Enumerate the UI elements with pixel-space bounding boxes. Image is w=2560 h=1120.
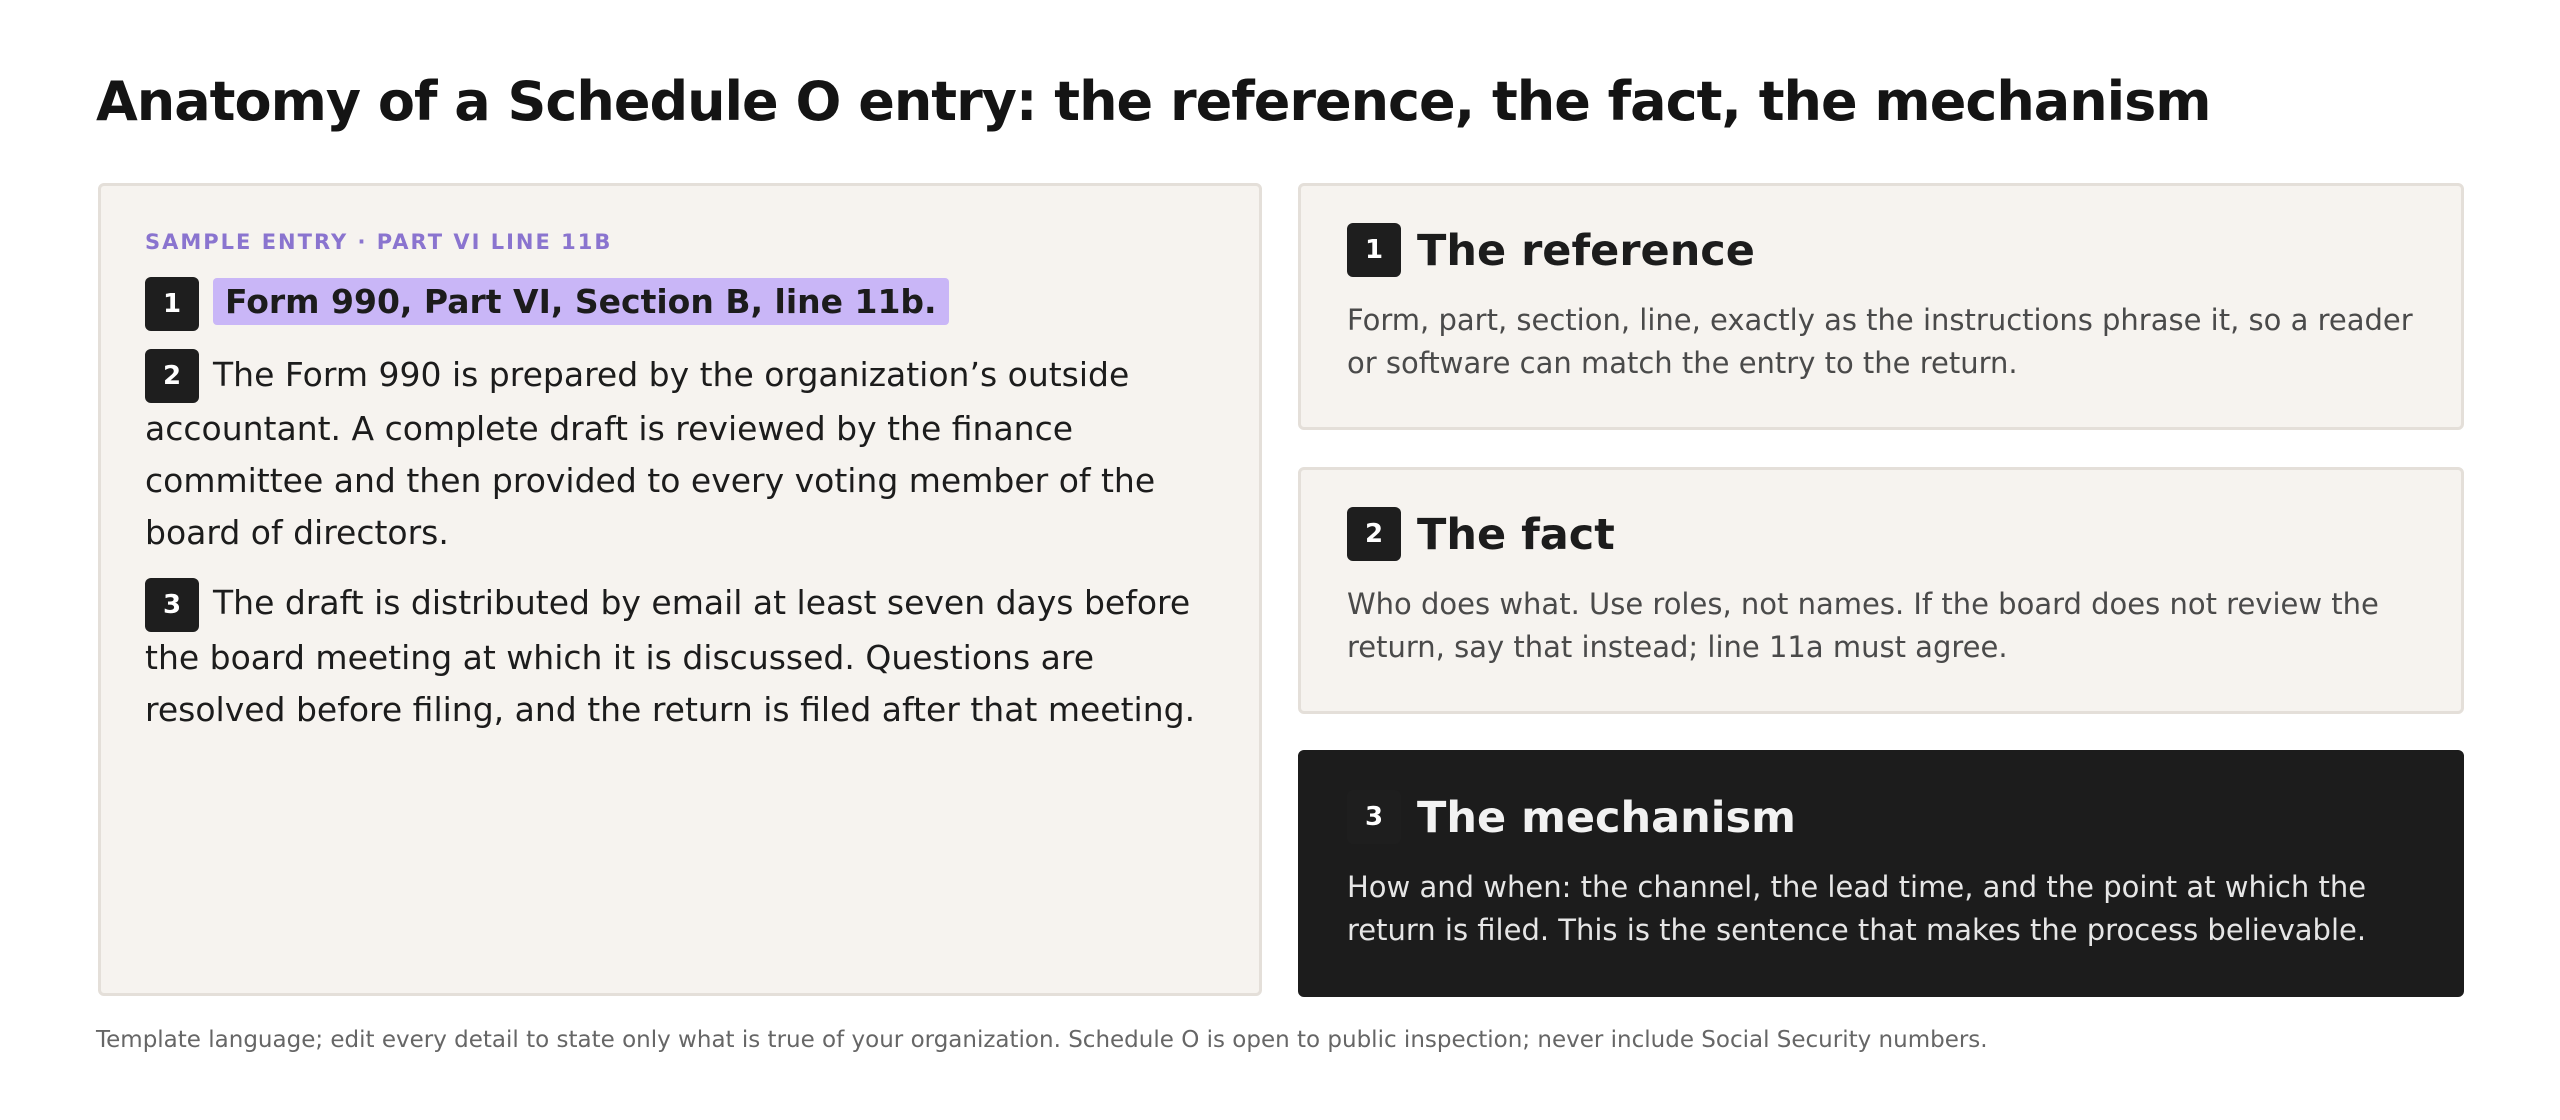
item-text: The draft is distributed by email at lea… (145, 583, 1196, 729)
item-badge: 2 (145, 349, 199, 403)
item-text: Form 990, Part VI, Section B, line 11b. (213, 278, 949, 325)
item-text: The Form 990 is prepared by the organiza… (145, 354, 1156, 553)
page-title: Anatomy of a Schedule O entry: the refer… (96, 70, 2212, 133)
card-body: Form, part, section, line, exactly as th… (1347, 302, 2413, 380)
card-heading: 1 The reference (1347, 222, 2415, 281)
card: 1 The reference Form, part, section, line… (1298, 183, 2464, 430)
card-badge: 1 (1347, 222, 1401, 277)
card-heading: 3 The mechanism (1347, 789, 2415, 848)
item-badge: 3 (145, 577, 199, 632)
footer-note: Template language; edit every detail to … (96, 1027, 1988, 1053)
sample-label: SAMPLE ENTRY · PART VI LINE 11B (145, 230, 613, 254)
card-heading: 2 The fact (1347, 506, 2415, 565)
card: 3 The mechanism How and when: the channel… (1298, 750, 2464, 997)
card-badge: 2 (1347, 506, 1401, 561)
card-body: How and when: the channel, the lead time… (1347, 869, 2367, 947)
sample-panel: SAMPLE ENTRY · PART VI LINE 11B 1 Form 99… (98, 183, 1262, 996)
item-badge: 1 (145, 276, 199, 331)
card-badge: 3 (1347, 789, 1401, 844)
card-title: The mechanism (1417, 793, 1796, 843)
card: 2 The fact Who does what. Use roles, not … (1298, 467, 2464, 714)
sample-item: 1 Form 990, Part VI, Section B, line 11b. (145, 276, 1215, 331)
card-body: Who does what. Use roles, not names. If … (1347, 586, 2379, 664)
card-title: The fact (1417, 510, 1615, 560)
card-title: The reference (1417, 226, 1755, 276)
sample-item: 2 The Form 990 is prepared by the organiz… (145, 349, 1215, 560)
sample-item: 3 The draft is distributed by email at le… (145, 577, 1215, 736)
